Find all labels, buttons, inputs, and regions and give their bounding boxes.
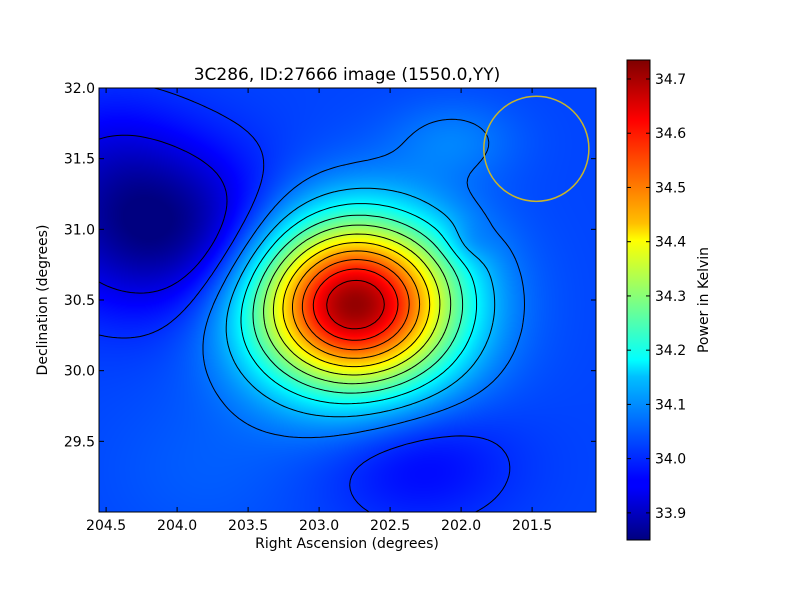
- x-tick-label: 202.5: [370, 518, 410, 534]
- contour-lines: [99, 88, 525, 512]
- colorbar-tick-label: 34.1: [655, 397, 686, 413]
- contour-line-6: [263, 224, 452, 385]
- colorbar-tick-label: 34.7: [655, 72, 686, 88]
- colorbar-ticks: 33.9 34.0 34.1 34.2 34.3 34.4 34.5 34.6 34.7: [627, 72, 686, 522]
- contour-line-4: [240, 203, 478, 405]
- x-tick-label: 204.5: [86, 518, 126, 534]
- y-axis-label: Declination (degrees): [35, 225, 51, 376]
- beam-circle: [483, 95, 590, 203]
- colorbar-gradient: [626, 59, 651, 541]
- contour-line-7: [272, 233, 441, 376]
- x-tick-label: 202.0: [441, 518, 481, 534]
- contour-line-0: [99, 134, 228, 294]
- y-tick-label: 31.0: [64, 222, 95, 238]
- contour-line-9: [292, 250, 421, 359]
- colorbar-tick-label: 34.6: [655, 126, 686, 142]
- contour-line-11: [312, 268, 399, 341]
- contour-line-3: [225, 187, 496, 418]
- contour-line-12: [326, 279, 385, 330]
- chart-title: 3C286, ID:27666 image (1550.0,YY): [194, 65, 501, 85]
- contour-line-10: [301, 259, 410, 351]
- x-axis-ticks: 204.5 204.0 203.5 203.0 202.5 202.0 201.5: [86, 88, 552, 534]
- y-tick-label: 32.0: [64, 81, 95, 97]
- colorbar-label: Power in Kelvin: [696, 247, 712, 353]
- plot-area: [98, 87, 597, 513]
- x-axis-label: Right Ascension (degrees): [255, 536, 439, 552]
- colorbar-tick-label: 34.0: [655, 452, 686, 468]
- y-tick-label: 30.0: [64, 364, 95, 380]
- colorbar-tick-label: 34.4: [655, 235, 686, 251]
- x-tick-label: 203.0: [299, 518, 339, 534]
- x-tick-label: 203.5: [228, 518, 268, 534]
- contour-line-2: [202, 118, 525, 439]
- heatmap-image: [99, 88, 596, 512]
- x-tick-label: 201.5: [512, 518, 552, 534]
- contour-line-8: [282, 242, 431, 368]
- colorbar-tick-label: 34.2: [655, 343, 686, 359]
- x-tick-label: 204.0: [157, 518, 197, 534]
- colorbar-tick-label: 33.9: [655, 506, 686, 522]
- colorbar-tick-label: 34.3: [655, 289, 686, 305]
- y-tick-label: 31.5: [64, 152, 95, 168]
- y-axis-ticks: 29.5 30.0 30.5 31.0 31.5 32.0: [64, 81, 596, 450]
- y-tick-label: 29.5: [64, 434, 95, 450]
- contour-line-5: [252, 214, 464, 394]
- y-tick-label: 30.5: [64, 293, 95, 309]
- colorbar-tick-label: 34.5: [655, 180, 686, 196]
- colorbar: 33.9 34.0 34.1 34.2 34.3 34.4 34.5 34.6 34.7 Pow…: [626, 59, 712, 541]
